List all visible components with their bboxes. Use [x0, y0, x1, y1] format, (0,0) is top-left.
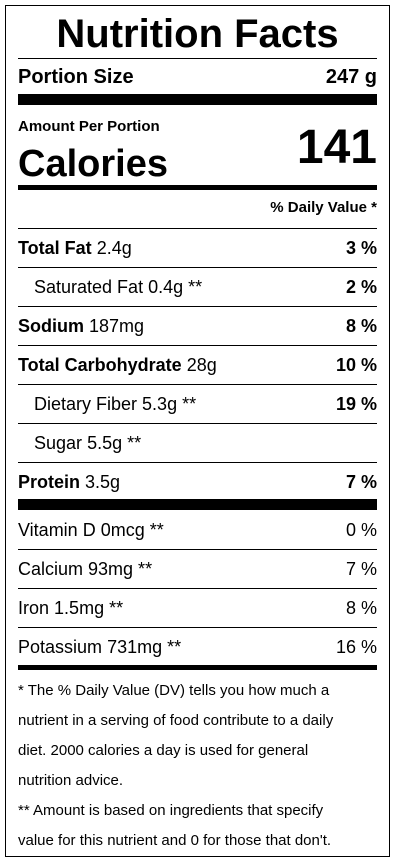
nutrient-amount: 5.5g ** [87, 432, 142, 453]
vitamin-amount: 1.5mg ** [54, 597, 124, 618]
nutrient-amount: 187mg [89, 315, 145, 336]
divider [18, 423, 377, 424]
nutrient-name: Sugar [34, 432, 83, 453]
nutrient-text: Sugar 5.5g ** [18, 433, 141, 454]
vitamin-name: Vitamin D [18, 519, 96, 540]
thick-divider [18, 499, 377, 510]
medium-divider [18, 665, 377, 670]
footnote-line: * The % Daily Value (DV) tells you how m… [18, 682, 330, 699]
nutrient-text: Saturated Fat 0.4g ** [18, 277, 202, 298]
nutrient-amount: 2.4g [96, 237, 132, 258]
vitamin-text: Iron 1.5mg ** [18, 598, 123, 619]
vitamin-amount: 93mg ** [88, 558, 153, 579]
divider [18, 549, 377, 550]
nutrient-daily-value: 10 % [335, 354, 377, 375]
vitamin-daily-value: 7 % [345, 558, 377, 579]
portion-size-row: Portion Size 247 g [18, 62, 377, 92]
nutrient-daily-value: 2 % [345, 276, 377, 297]
vitamin-text: Vitamin D 0mcg ** [18, 520, 164, 541]
nutrient-amount: 3.5g [85, 471, 121, 492]
vitamin-amount: 0mcg ** [100, 519, 164, 540]
vitamin-row-iron: Iron 1.5mg ** 8 % [18, 589, 377, 627]
divider [18, 384, 377, 385]
nutrient-amount: 5.3g ** [142, 393, 197, 414]
divider [18, 462, 377, 463]
divider [18, 228, 377, 229]
nutrient-row-saturated-fat: Saturated Fat 0.4g ** 2 % [18, 268, 377, 306]
divider [18, 345, 377, 346]
nutrient-name: Sodium [18, 315, 84, 336]
daily-value-header: % Daily Value * [270, 199, 377, 216]
nutrient-row-dietary-fiber: Dietary Fiber 5.3g ** 19 % [18, 385, 377, 423]
calories-value: 141 [296, 121, 377, 174]
divider [18, 306, 377, 307]
divider [18, 627, 377, 628]
vitamin-daily-value: 8 % [345, 597, 377, 618]
amount-per-portion: Amount Per Portion [18, 118, 160, 135]
vitamin-text: Calcium 93mg ** [18, 559, 152, 580]
nutrition-label: Nutrition Facts Portion Size 247 g Amoun… [5, 5, 390, 857]
vitamin-text: Potassium 731mg ** [18, 637, 181, 658]
label-title: Nutrition Facts [56, 12, 339, 56]
nutrient-name: Protein [18, 471, 81, 492]
portion-size-label: Portion Size [18, 65, 134, 88]
vitamin-daily-value: 0 % [345, 519, 377, 540]
footnote: * The % Daily Value (DV) tells you how m… [18, 676, 377, 856]
vitamin-amount: 731mg ** [107, 636, 182, 657]
nutrient-name: Dietary Fiber [34, 393, 138, 414]
nutrient-daily-value: 3 % [345, 237, 377, 258]
nutrient-daily-value: 19 % [335, 393, 377, 414]
vitamin-name: Calcium [18, 558, 84, 579]
footnote-line: nutrient in a serving of food contribute… [18, 712, 334, 729]
footnote-line: value for this nutrient and 0 for those … [18, 832, 332, 849]
nutrient-row-protein: Protein 3.5g 7 % [18, 463, 377, 501]
nutrient-text: Sodium 187mg [18, 316, 144, 337]
vitamin-daily-value: 16 % [335, 636, 377, 657]
nutrient-row-sodium: Sodium 187mg 8 % [18, 307, 377, 345]
nutrient-amount: 0.4g ** [148, 276, 203, 297]
divider [18, 588, 377, 589]
nutrient-name: Total Carbohydrate [18, 354, 182, 375]
divider [18, 58, 377, 59]
nutrient-daily-value: 8 % [345, 315, 377, 336]
nutrient-row-sugar: Sugar 5.5g ** [18, 424, 377, 462]
medium-divider [18, 185, 377, 190]
portion-size-value: 247 g [325, 65, 377, 88]
divider [18, 267, 377, 268]
nutrient-text: Dietary Fiber 5.3g ** [18, 394, 196, 415]
footnote-line: nutrition advice. [18, 772, 124, 789]
vitamin-row-vitamin-d: Vitamin D 0mcg ** 0 % [18, 511, 377, 549]
nutrient-text: Protein 3.5g [18, 472, 120, 493]
nutrient-row-total-carbohydrate: Total Carbohydrate 28g 10 % [18, 346, 377, 384]
nutrient-name: Saturated Fat [34, 276, 144, 297]
nutrient-row-total-fat: Total Fat 2.4g 3 % [18, 229, 377, 267]
vitamin-name: Potassium [18, 636, 103, 657]
footnote-line: ** Amount is based on ingredients that s… [18, 802, 324, 819]
vitamin-row-calcium: Calcium 93mg ** 7 % [18, 550, 377, 588]
footnote-line: diet. 2000 calories a day is used for ge… [18, 742, 309, 759]
nutrient-text: Total Fat 2.4g [18, 238, 132, 259]
thick-divider [18, 94, 377, 105]
nutrient-name: Total Fat [18, 237, 92, 258]
vitamin-row-potassium: Potassium 731mg ** 16 % [18, 628, 377, 666]
nutrient-daily-value: 7 % [345, 471, 377, 492]
calories-label: Calories [18, 143, 168, 185]
nutrient-amount: 28g [186, 354, 217, 375]
vitamin-name: Iron [18, 597, 50, 618]
nutrient-text: Total Carbohydrate 28g [18, 355, 217, 376]
